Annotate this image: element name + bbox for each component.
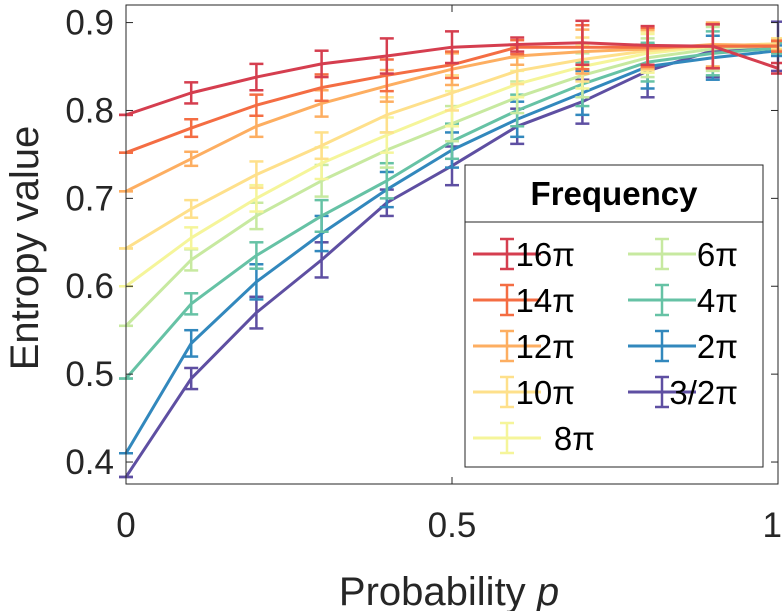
y-axis-title: Entropy value [3, 126, 47, 371]
error-bar [184, 226, 199, 250]
error-bar [249, 62, 264, 92]
legend-label: 16π [516, 236, 575, 273]
error-bar [184, 198, 199, 219]
legend-title: Frequency [531, 175, 699, 212]
error-bar [249, 93, 264, 117]
legend-label: 2π [697, 328, 738, 365]
legend-label: 10π [516, 374, 575, 411]
legend-label: 12π [516, 328, 575, 365]
x-axis-title-text: Probability [339, 570, 526, 611]
error-bar [314, 131, 329, 161]
error-bar [184, 366, 199, 391]
legend-entry: 10π [473, 374, 575, 411]
legend-entry: 6π [628, 236, 738, 273]
error-bar [249, 241, 264, 270]
error-bar [575, 19, 590, 67]
x-axis-title: Probability p [339, 570, 559, 611]
legend-entries: 16π 14π 12π 10π 8π 6π 4π 2π 3/2π [473, 236, 738, 457]
legend-box [464, 164, 764, 468]
legend-label: 4π [697, 282, 738, 319]
error-bar [184, 292, 199, 316]
series-layer [119, 19, 782, 479]
error-bar [314, 198, 329, 234]
error-bar [184, 81, 199, 105]
error-bar [184, 150, 199, 168]
x-tick-label: 0 [116, 506, 135, 545]
error-bar [184, 328, 199, 358]
legend-entry: 8π [473, 420, 595, 457]
legend-entry: 4π [628, 282, 738, 319]
error-bar [705, 23, 720, 70]
ticks-layer: 0.4 0.5 0.6 0.7 0.8 0.9 0 0.5 1 [65, 4, 782, 545]
y-tick-label: 0.8 [65, 91, 114, 130]
legend-label: 8π [554, 420, 595, 457]
legend-entry: 14π [473, 282, 575, 319]
y-tick-label: 0.7 [65, 179, 114, 218]
legend-entry: 3/2π [628, 374, 738, 411]
x-tick-label: 1 [763, 506, 782, 545]
legend-entry: 16π [473, 236, 575, 273]
x-tick-label: 0.5 [428, 506, 477, 545]
error-bar [640, 24, 655, 67]
error-bar [314, 49, 329, 79]
x-axis-title-var: p [536, 570, 559, 611]
legend: Frequency 16π 14π 12π 10π 8π 6π 4π 2π 3/2π [464, 164, 764, 468]
error-bar [379, 37, 394, 75]
error-bar [510, 36, 525, 53]
y-tick-label: 0.6 [65, 267, 114, 306]
y-tick-label: 0.4 [65, 443, 114, 482]
legend-entry: 12π [473, 328, 575, 365]
legend-entry: 2π [628, 328, 738, 365]
legend-label: 3/2π [669, 374, 738, 411]
error-bar [184, 118, 199, 139]
y-tick-label: 0.5 [65, 355, 114, 394]
error-bar [445, 30, 459, 65]
legend-label: 14π [516, 282, 575, 319]
y-tick-label: 0.9 [65, 4, 114, 43]
series-1 [119, 19, 782, 117]
error-bar [249, 160, 264, 190]
legend-label: 6π [697, 236, 738, 273]
